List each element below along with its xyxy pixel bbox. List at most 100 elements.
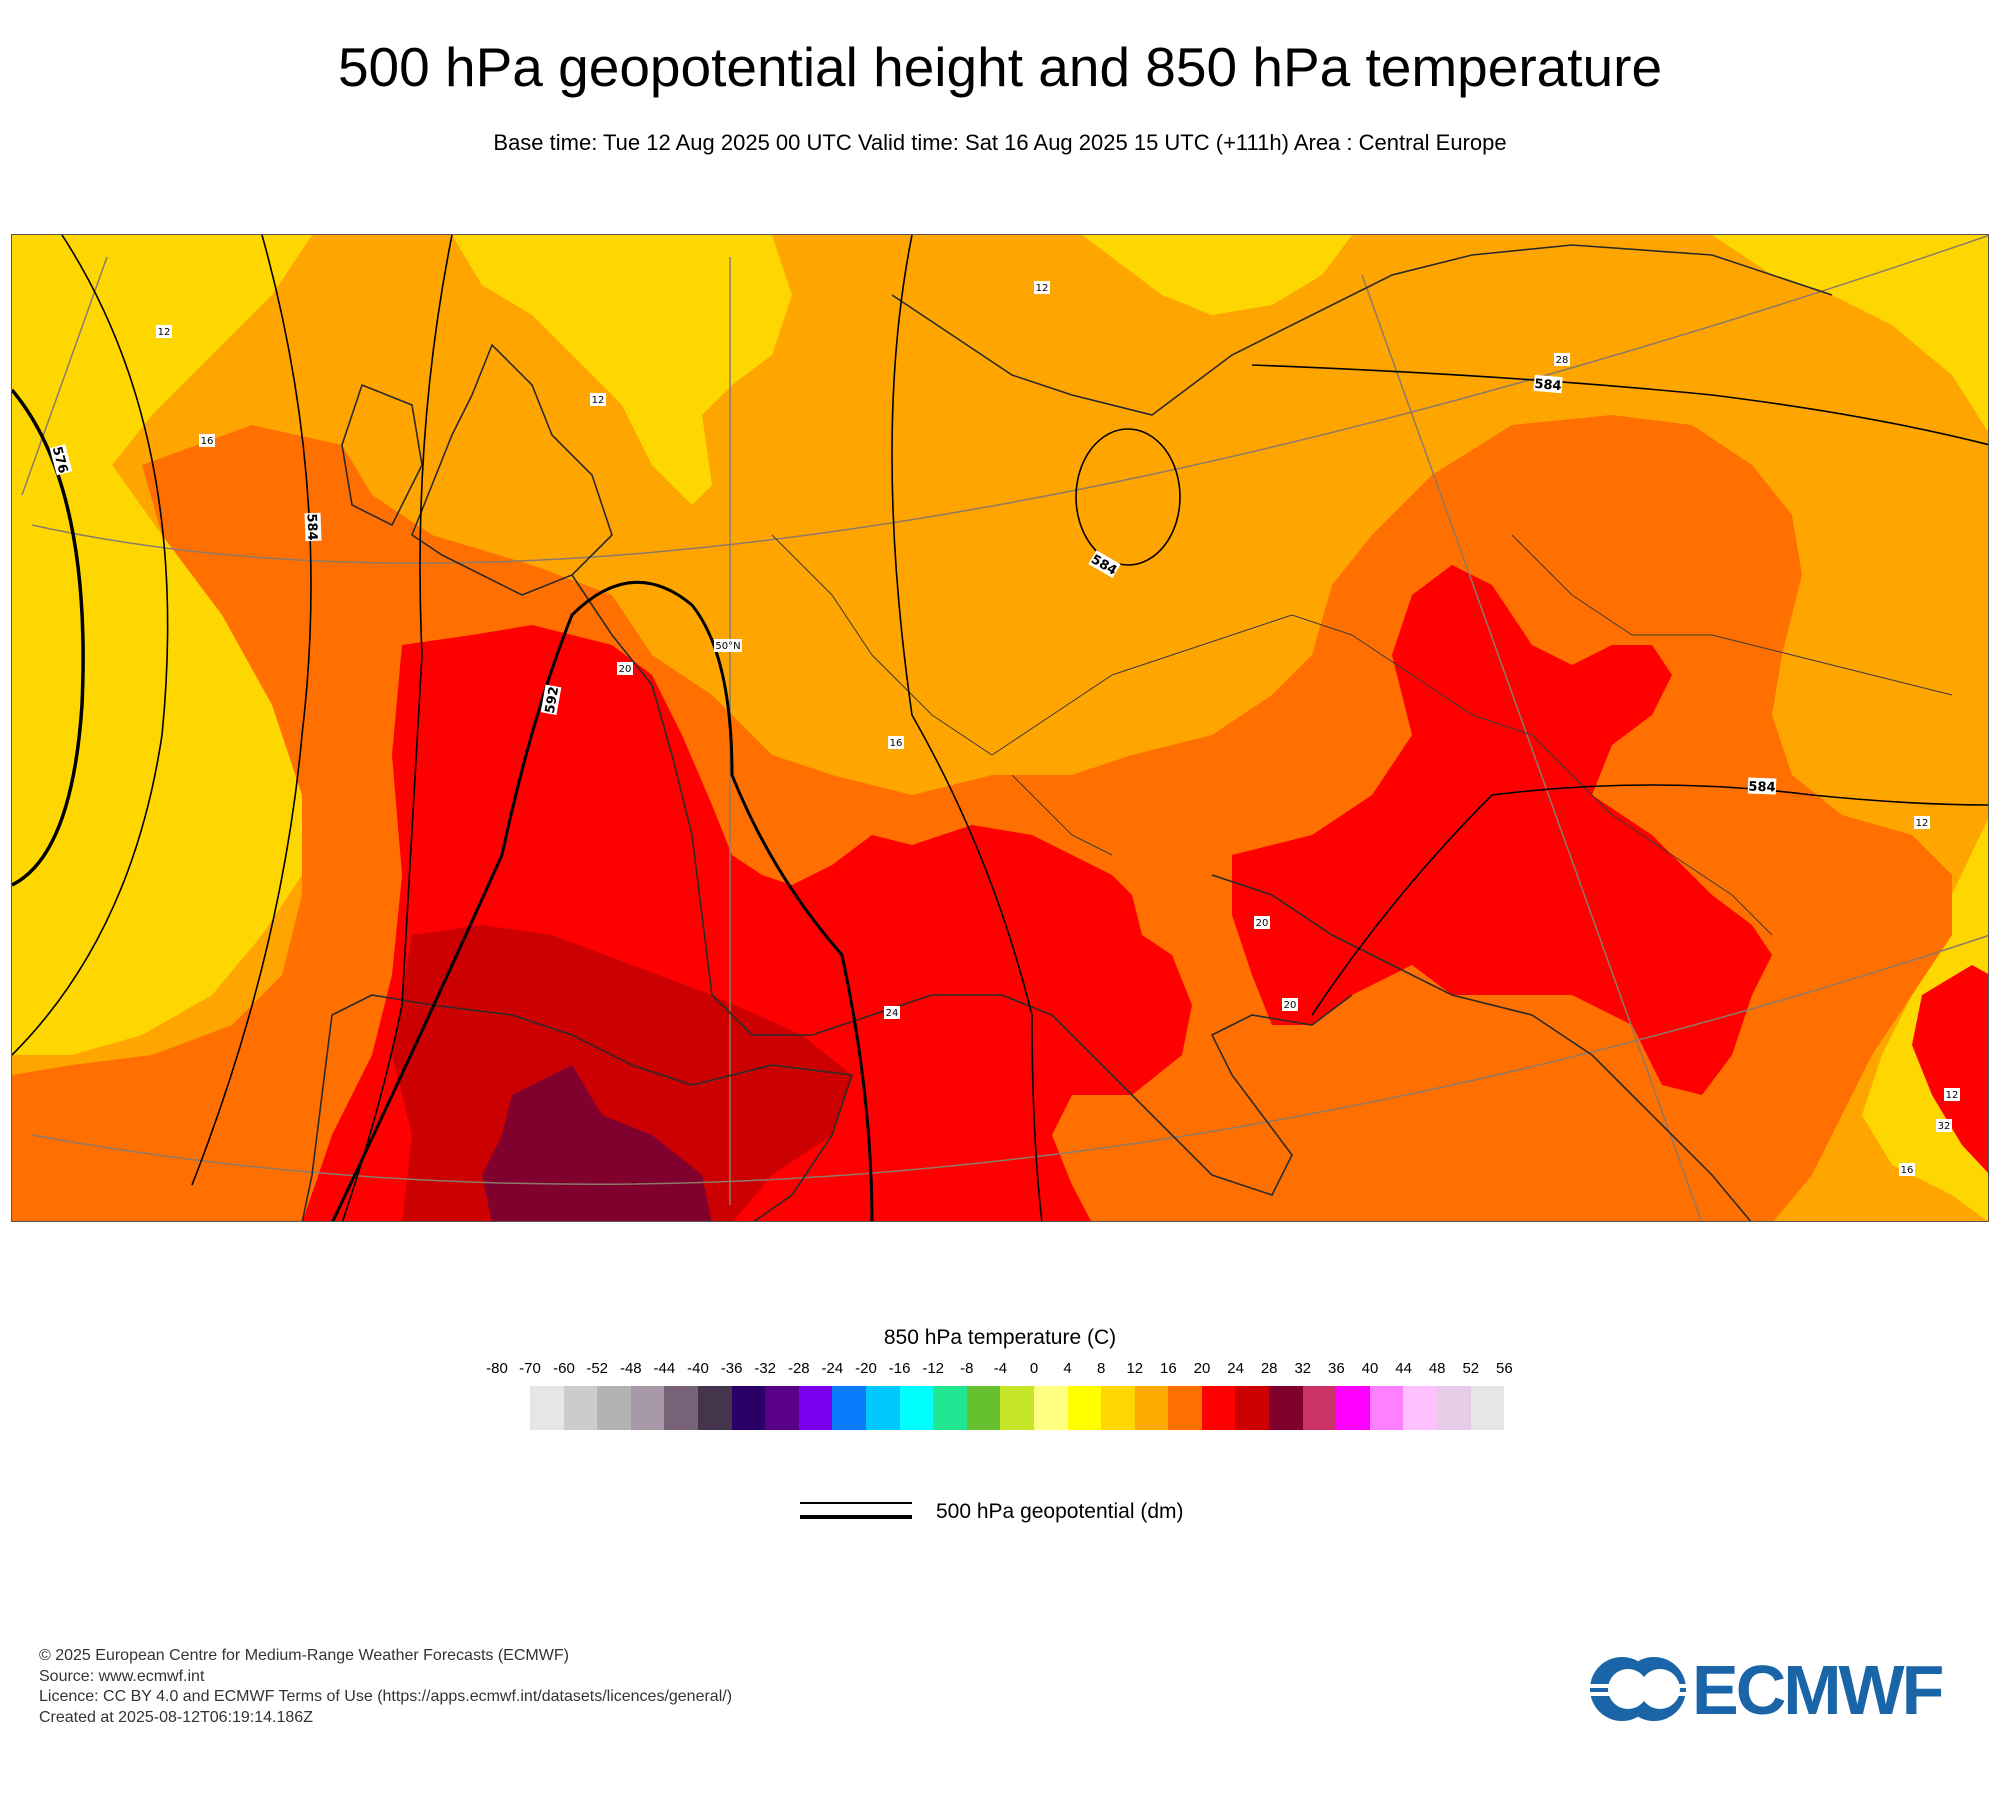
contour-label-576: 576 xyxy=(49,445,71,475)
colorbar-tick-label: -48 xyxy=(619,1360,642,1377)
colorbar-swatch xyxy=(1269,1386,1303,1430)
footer-copyright: © 2025 European Centre for Medium-Range … xyxy=(39,1647,569,1664)
coastline-iberia xyxy=(301,994,854,1221)
colorbar-tick-label: 28 xyxy=(1260,1360,1278,1377)
temp-label-a: 12 xyxy=(158,327,171,338)
colorbar-swatch xyxy=(798,1386,833,1430)
temp-label-i: 28 xyxy=(1556,355,1569,366)
colorbar-tick-label: 24 xyxy=(1227,1360,1244,1377)
chart-title: 500 hPa geopotential height and 850 hPa … xyxy=(337,36,1663,98)
colorbar-tick-label: 12 xyxy=(1126,1360,1144,1377)
colorbar-swatch xyxy=(1369,1386,1404,1430)
geopotential-legend-label: 500 hPa geopotential (dm) xyxy=(936,1500,1184,1523)
colorbar-swatch xyxy=(597,1386,631,1430)
colorbar-swatch xyxy=(697,1386,732,1430)
colorbar-swatch xyxy=(832,1386,866,1430)
colorbar-tick-label: 32 xyxy=(1294,1360,1312,1377)
colorbar-swatch xyxy=(1134,1386,1169,1430)
colorbar-tick-label: 44 xyxy=(1395,1360,1412,1377)
colorbar-tick-label: 56 xyxy=(1496,1360,1513,1377)
colorbar-swatch xyxy=(765,1386,799,1430)
temp-band-8-12-east xyxy=(1712,235,1988,432)
colorbar-tick-label: 40 xyxy=(1361,1360,1379,1377)
colorbar-swatch xyxy=(731,1386,766,1430)
geopotential-contour-584-east xyxy=(1251,364,1988,446)
colorbar-tick-label: 52 xyxy=(1462,1360,1480,1377)
colorbar-tick-label: -16 xyxy=(888,1360,911,1377)
colorbar-title: 850 hPa temperature (C) xyxy=(883,1326,1117,1349)
colorbar-tick-label: -12 xyxy=(922,1360,945,1377)
colorbar-tick-label: -36 xyxy=(720,1360,743,1377)
ecmwf-logo-icon xyxy=(1590,1657,1686,1721)
colorbar-tick-label: 4 xyxy=(1063,1360,1072,1377)
temp-label-e: 20 xyxy=(619,664,632,675)
geopotential-contour-584-closed xyxy=(1075,428,1181,566)
colorbar-swatch xyxy=(1168,1386,1202,1430)
ecmwf-logo: ECMWF xyxy=(1588,1651,1964,1729)
ecmwf-wordmark: ECMWF xyxy=(1692,1651,1944,1729)
colorbar-tick-labels: -80 -70 -60 -52 -48 -44 -40 -36 -32 -28 -24 -20 -16-… xyxy=(0,1360,2000,1382)
map-canvas: 576 584 584 584 592 584 12 12 16 16 20 2… xyxy=(12,235,1988,1221)
geopotential-contour-592 xyxy=(331,580,874,1221)
country-borders xyxy=(771,534,1953,936)
colorbar-tick-label: -60 xyxy=(553,1360,575,1377)
colorbar-swatch xyxy=(1235,1386,1270,1430)
colorbar-tick-label: -4 xyxy=(993,1360,1008,1377)
coastline-adriatic-balkans xyxy=(1211,874,1752,1221)
colorbar-tick-label: 48 xyxy=(1428,1360,1446,1377)
temp-label-l: 12 xyxy=(1946,1090,1959,1101)
colorbar-swatch xyxy=(1437,1386,1471,1430)
contour-label-584-west: 584 xyxy=(304,513,320,541)
colorbar-swatch xyxy=(1302,1386,1337,1430)
coastline-baltic xyxy=(891,244,1833,416)
temp-band-8-12-north-sea xyxy=(452,235,792,505)
colorbar-tick-label: 16 xyxy=(1160,1360,1177,1377)
colorbar-tick-label: 20 xyxy=(1193,1360,1211,1377)
geopotential-legend-lines xyxy=(800,1502,912,1519)
geopotential-contour-thin-1 xyxy=(12,235,169,1056)
colorbar-swatch xyxy=(899,1386,934,1430)
geopotential-contour-thin-2 xyxy=(191,235,312,1186)
colorbar-tick-label: -24 xyxy=(821,1360,844,1377)
colorbar-swatch xyxy=(1067,1386,1102,1430)
temp-label-h: 24 xyxy=(886,1008,899,1019)
colorbar-tick-label: 36 xyxy=(1328,1360,1345,1377)
colorbar-swatch xyxy=(530,1386,564,1430)
colorbar-swatch xyxy=(966,1386,1001,1430)
contour-label-584-south: 584 xyxy=(1748,780,1776,796)
colorbar-tick-label: -28 xyxy=(787,1360,810,1377)
colorbar-tick-label: -44 xyxy=(653,1360,676,1377)
colorbar-swatch xyxy=(1403,1386,1438,1430)
colorbar-swatch xyxy=(1470,1386,1505,1430)
contour-label-584-east: 584 xyxy=(1534,377,1562,394)
map-panel: 576 584 584 584 592 584 12 12 16 16 20 2… xyxy=(11,234,1989,1222)
colorbar-tick-label: 8 xyxy=(1097,1360,1106,1377)
temp-band-8-12-west xyxy=(12,235,312,1055)
contour-label-592: 592 xyxy=(543,685,562,714)
temp-label-f: 20 xyxy=(1256,918,1269,929)
colorbar-tick-label: 0 xyxy=(1029,1360,1039,1377)
temp-label-g: 20 xyxy=(1284,1000,1297,1011)
graticule-meridian-w xyxy=(21,256,108,496)
footer-credits: © 2025 European Centre for Medium-Range … xyxy=(39,1646,732,1728)
coastline-italy xyxy=(1001,994,1353,1196)
temp-band-20-24-adriatic xyxy=(1232,565,1772,1095)
colorbar-tick-label: -80 xyxy=(486,1360,508,1377)
temp-label-b: 12 xyxy=(592,395,605,406)
colorbar-swatch xyxy=(664,1386,698,1430)
temp-label-m: 16 xyxy=(1901,1165,1914,1176)
chart-subtitle: Base time: Tue 12 Aug 2025 00 UTC Valid … xyxy=(493,130,1507,155)
colorbar-tick-label: -52 xyxy=(586,1360,609,1377)
footer-source: Source: www.ecmwf.int xyxy=(39,1667,205,1685)
colorbar-swatch xyxy=(1000,1386,1034,1430)
temp-band-20-24-aegean xyxy=(1912,965,1988,1173)
coastline-british-isles xyxy=(341,343,613,596)
geopotential-contour-584-west xyxy=(341,235,453,1221)
temp-label-n: 32 xyxy=(1938,1121,1951,1132)
colorbar xyxy=(530,1386,1505,1430)
colorbar-tick-label: -40 xyxy=(687,1360,709,1377)
colorbar-swatch xyxy=(1033,1386,1068,1430)
graticule-parallel-40n xyxy=(31,934,1988,1185)
colorbar-tick-label: -8 xyxy=(960,1360,974,1377)
temp-band-8-12-baltic xyxy=(1082,235,1352,315)
